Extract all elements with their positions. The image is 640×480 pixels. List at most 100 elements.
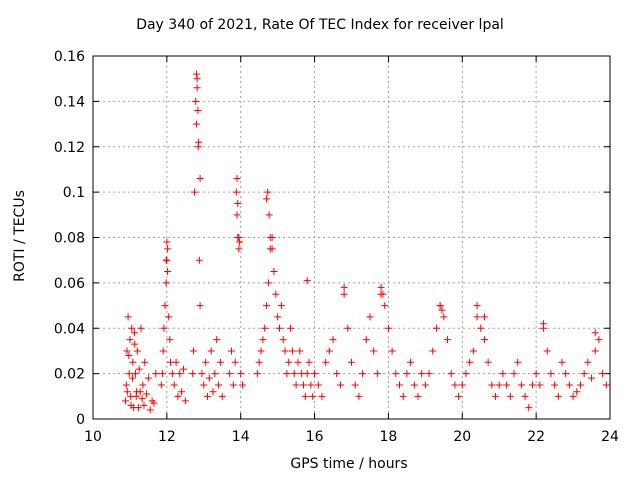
data-point <box>451 381 459 389</box>
data-point <box>399 392 407 400</box>
data-point <box>488 381 496 389</box>
data-point <box>200 381 208 389</box>
data-point <box>232 188 240 196</box>
data-point <box>279 336 287 344</box>
data-point <box>159 347 167 355</box>
data-point <box>122 381 130 389</box>
data-point <box>528 381 536 389</box>
data-point <box>233 175 241 183</box>
x-tick-label: 22 <box>527 429 545 445</box>
data-point <box>237 370 245 378</box>
data-point <box>203 392 211 400</box>
x-tick-label: 20 <box>453 429 471 445</box>
data-point <box>160 324 168 332</box>
data-point <box>480 336 488 344</box>
x-axis-label: GPS time / hours <box>290 456 408 472</box>
data-point <box>588 374 596 382</box>
data-point <box>229 381 237 389</box>
data-point <box>239 381 247 389</box>
data-point <box>213 336 221 344</box>
data-point <box>266 234 274 241</box>
data-point <box>514 358 522 366</box>
data-point <box>540 320 548 328</box>
data-point <box>551 381 559 389</box>
data-point <box>174 392 182 400</box>
data-point <box>458 381 466 389</box>
data-point <box>591 347 599 355</box>
data-point <box>296 347 304 355</box>
data-point <box>192 70 200 78</box>
data-point <box>388 347 396 355</box>
data-point <box>379 290 387 298</box>
y-tick-label: 0.16 <box>54 49 85 65</box>
data-point <box>257 347 265 355</box>
x-tick-label: 10 <box>84 429 102 445</box>
data-point <box>194 106 202 114</box>
data-point <box>403 370 411 378</box>
data-point <box>506 392 514 400</box>
y-tick-label: 0.04 <box>54 321 85 337</box>
data-point <box>410 381 418 389</box>
data-point <box>162 279 170 287</box>
data-point <box>344 324 352 332</box>
data-point <box>305 358 313 366</box>
data-point <box>591 329 599 337</box>
data-point <box>235 234 243 241</box>
data-point <box>569 392 577 400</box>
data-point <box>152 370 160 378</box>
data-point <box>202 358 210 366</box>
data-point <box>181 397 189 405</box>
data-point <box>290 370 298 378</box>
data-point <box>314 381 322 389</box>
data-point <box>547 370 555 378</box>
data-point <box>294 358 302 366</box>
data-point <box>414 392 422 400</box>
data-point <box>283 370 291 378</box>
data-point <box>129 358 137 366</box>
axes: 10 12 14 16 18 20 22 24 0 0.02 0.04 0.06 0.08 0.1 0.12… <box>54 49 619 445</box>
data-point <box>227 347 235 355</box>
data-point <box>123 347 131 355</box>
data-point <box>359 370 367 378</box>
data-point <box>218 392 226 400</box>
data-point <box>146 406 154 414</box>
data-point <box>165 313 173 321</box>
data-point <box>198 370 206 378</box>
data-points <box>121 70 610 414</box>
data-point <box>309 392 317 400</box>
data-point <box>125 351 133 359</box>
data-point <box>157 381 165 389</box>
data-point <box>121 397 129 405</box>
data-point <box>172 358 180 366</box>
data-point <box>536 381 544 389</box>
data-point <box>292 381 300 389</box>
data-point <box>130 329 138 337</box>
data-point <box>189 347 197 355</box>
data-point <box>179 365 187 373</box>
data-point <box>440 313 448 321</box>
data-point <box>288 347 296 355</box>
data-point <box>192 97 200 105</box>
data-point <box>189 370 197 378</box>
data-point <box>351 381 359 389</box>
data-point <box>562 370 570 378</box>
data-point <box>178 388 186 396</box>
data-point <box>510 370 518 378</box>
data-point <box>322 358 330 366</box>
data-point <box>311 370 319 378</box>
data-point <box>170 381 178 389</box>
data-point <box>381 302 389 310</box>
data-point <box>392 370 400 378</box>
data-point <box>255 358 263 366</box>
x-tick-label: 14 <box>232 429 250 445</box>
data-point <box>129 374 137 382</box>
data-point <box>329 336 337 344</box>
data-point <box>193 75 201 83</box>
data-point <box>195 256 203 264</box>
data-point <box>340 283 348 291</box>
data-point <box>195 138 203 146</box>
data-point <box>366 313 374 321</box>
data-point <box>287 324 295 332</box>
data-point <box>455 392 463 400</box>
data-point <box>191 188 199 196</box>
